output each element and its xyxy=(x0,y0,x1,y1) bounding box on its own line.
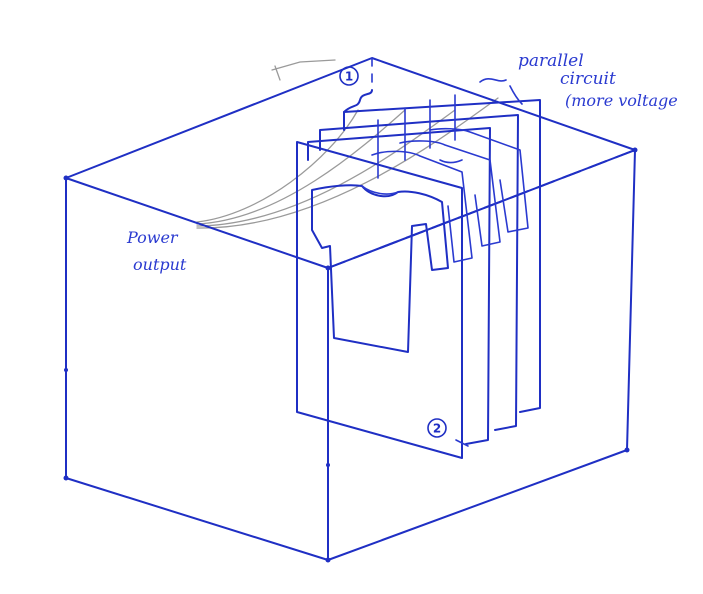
box xyxy=(63,57,638,563)
shirt-back-3 xyxy=(399,140,501,247)
back-shirts xyxy=(371,127,529,263)
corner-dot xyxy=(63,475,69,481)
shirt-back-2 xyxy=(371,150,473,263)
marker-2-label: 2 xyxy=(433,422,441,436)
corner-dot xyxy=(325,557,331,563)
arrow-tick xyxy=(455,439,469,447)
note-circuit: circuit xyxy=(560,69,616,89)
hook-squiggle xyxy=(343,89,373,113)
t-shirt-icon xyxy=(311,184,449,353)
shirt-back-4 xyxy=(429,127,529,233)
note-output: output xyxy=(133,255,187,274)
note-parallel: parallel xyxy=(518,51,584,71)
wire-3 xyxy=(196,109,456,227)
brace-squiggle xyxy=(479,78,523,105)
corner-dot xyxy=(63,175,69,181)
marker-1: 1 xyxy=(339,66,359,86)
box-left-face xyxy=(65,177,329,561)
corner-dot xyxy=(632,147,638,153)
marker-1-circle xyxy=(339,66,359,86)
marker-2: 2 xyxy=(427,418,447,438)
marker-2-circle xyxy=(427,418,447,438)
collar-stroke xyxy=(439,159,463,164)
wire-2 xyxy=(196,109,406,225)
panel-4 xyxy=(343,99,541,413)
panel-3 xyxy=(319,114,519,431)
corner-dot xyxy=(624,447,630,453)
corner-dot xyxy=(325,265,331,271)
note-more-voltage: (more voltage xyxy=(565,91,678,110)
edge-tick xyxy=(64,368,68,372)
marker-1-label: 1 xyxy=(345,70,353,84)
front-shirt xyxy=(311,184,449,353)
panel-1 xyxy=(296,141,463,459)
box-right-face xyxy=(327,149,636,561)
wire-4 xyxy=(196,97,499,229)
shirt-collar xyxy=(361,185,399,195)
wire-1 xyxy=(196,109,359,223)
edge-tick xyxy=(326,463,330,467)
faint-scribble xyxy=(271,59,336,81)
note-power: Power xyxy=(126,228,179,247)
panels xyxy=(296,99,541,459)
